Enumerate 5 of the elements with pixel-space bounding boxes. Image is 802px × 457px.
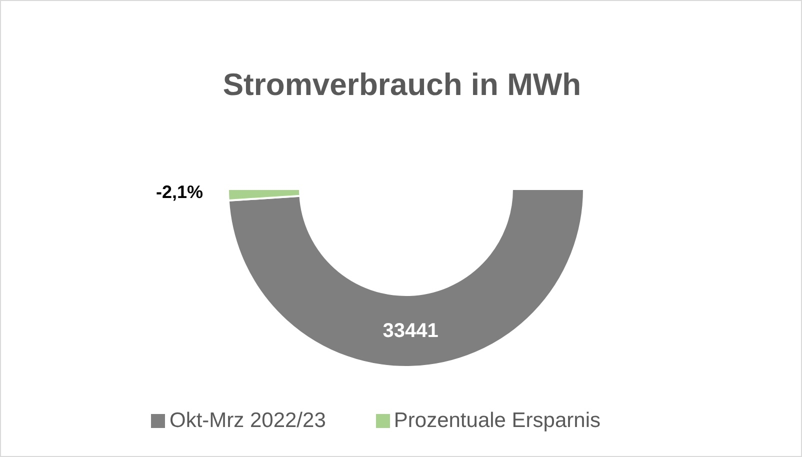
chart-title: Stromverbrauch in MWh [222, 67, 582, 103]
text: -2,1% [154, 182, 203, 203]
legend-label: Prozentuale Ersparnis [394, 409, 600, 432]
legend-label: Okt-Mrz 2022/23 [169, 409, 326, 432]
data-label: 33441 [382, 320, 438, 342]
